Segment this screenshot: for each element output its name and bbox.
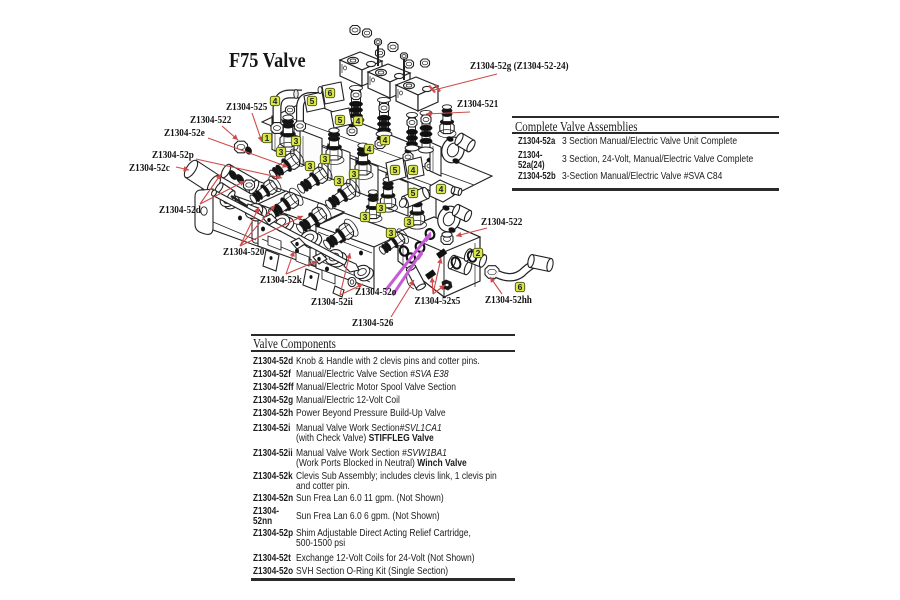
- svg-text:Z1304-52d: Z1304-52d: [159, 204, 201, 216]
- svg-text:Z1304-525: Z1304-525: [226, 101, 267, 113]
- svg-text:4: 4: [273, 96, 278, 106]
- svg-text:Z1304-52hh: Z1304-52hh: [485, 294, 532, 306]
- svg-text:3: 3: [323, 154, 328, 164]
- svg-text:Z1304-52k: Z1304-52k: [260, 274, 302, 286]
- svg-text:5: 5: [411, 188, 416, 198]
- svg-text:Z1304-520: Z1304-520: [223, 246, 264, 258]
- svg-text:Z1304-522: Z1304-522: [481, 216, 522, 228]
- svg-text:3: 3: [379, 203, 384, 213]
- svg-text:3: 3: [279, 147, 284, 157]
- svg-text:Z1304-521: Z1304-521: [457, 98, 498, 110]
- svg-text:1: 1: [265, 133, 270, 143]
- svg-text:6: 6: [518, 282, 523, 292]
- svg-text:5: 5: [338, 115, 343, 125]
- svg-text:5: 5: [393, 165, 398, 175]
- svg-text:4: 4: [367, 144, 372, 154]
- svg-text:Z1304-52c: Z1304-52c: [129, 162, 170, 174]
- svg-text:4: 4: [356, 116, 361, 126]
- svg-text:4: 4: [383, 135, 388, 145]
- svg-text:4: 4: [411, 165, 416, 175]
- svg-text:6: 6: [328, 88, 333, 98]
- svg-text:3: 3: [308, 161, 313, 171]
- svg-text:3: 3: [294, 136, 299, 146]
- svg-text:Z1304-52o: Z1304-52o: [355, 286, 396, 298]
- svg-text:5: 5: [310, 96, 315, 106]
- svg-text:3: 3: [407, 217, 412, 227]
- svg-text:3: 3: [337, 176, 342, 186]
- svg-text:3: 3: [389, 228, 394, 238]
- svg-text:Z1304-52e: Z1304-52e: [164, 127, 205, 139]
- svg-text:4: 4: [439, 184, 444, 194]
- svg-text:Z1304-52p: Z1304-52p: [152, 149, 194, 161]
- svg-text:3: 3: [363, 212, 368, 222]
- svg-text:3: 3: [352, 169, 357, 179]
- svg-text:Z1304-52x5: Z1304-52x5: [415, 295, 461, 307]
- svg-text:Z1304-526: Z1304-526: [352, 317, 393, 329]
- svg-text:Z1304-522: Z1304-522: [190, 114, 231, 126]
- svg-text:Z1304-52ii: Z1304-52ii: [311, 296, 353, 308]
- svg-text:2: 2: [476, 248, 481, 258]
- svg-text:F75 Valve: F75 Valve: [229, 49, 306, 73]
- svg-text:Z1304-52g (Z1304-52-24): Z1304-52g (Z1304-52-24): [470, 60, 569, 72]
